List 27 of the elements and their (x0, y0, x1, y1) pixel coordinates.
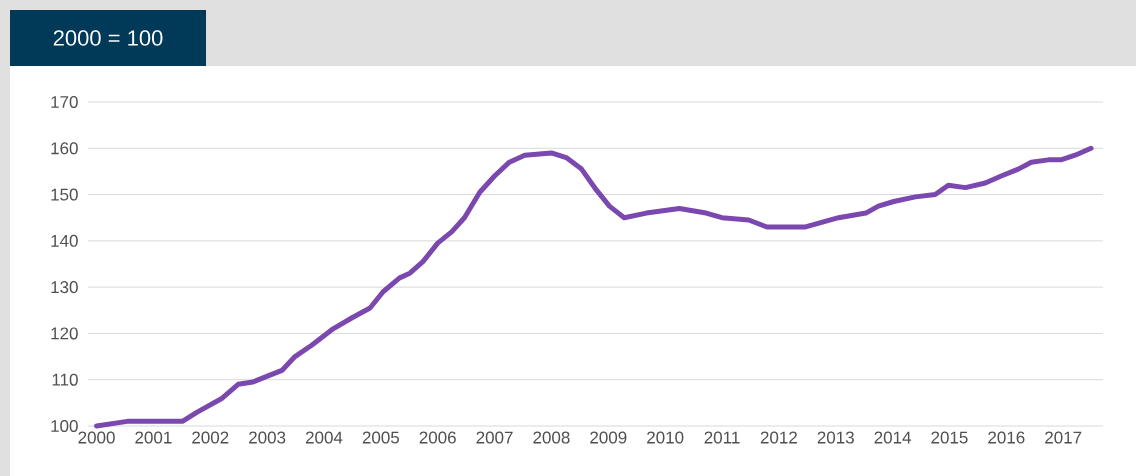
x-tick-label: 2001 (135, 431, 172, 444)
y-tick-label: 110 (52, 373, 78, 386)
x-tick-label: 2000 (78, 431, 115, 444)
x-tick-label: 2003 (249, 431, 286, 444)
x-tick-label: 2002 (192, 431, 229, 444)
chart-title: 2000 = 100 (53, 30, 163, 46)
x-tick-label: 2005 (362, 431, 400, 444)
x-tick-label: 2010 (647, 431, 684, 444)
x-tick-label: 2012 (760, 431, 797, 444)
x-tick-label: 2007 (476, 431, 513, 444)
x-tick-label: 2014 (874, 431, 911, 444)
y-tick-label: 160 (51, 142, 78, 155)
x-tick-label: 2006 (419, 431, 456, 444)
x-tick-label: 2015 (931, 431, 968, 444)
y-tick-label: 100 (51, 419, 78, 433)
y-tick-label: 130 (51, 281, 78, 294)
x-tick-label: 2017 (1045, 431, 1082, 444)
x-tick-label: 2016 (988, 431, 1025, 444)
y-tick-label: 120 (51, 327, 78, 340)
y-tick-label: 140 (51, 234, 78, 247)
x-tick-label: 2008 (533, 431, 570, 444)
x-tick-label: 2004 (305, 431, 343, 444)
y-tick-label: 150 (51, 188, 78, 201)
x-tick-label: 2013 (817, 431, 854, 444)
y-tick-label: 170 (51, 95, 78, 109)
x-tick-label: 2009 (590, 431, 627, 444)
x-tick-label: 2011 (704, 431, 740, 444)
